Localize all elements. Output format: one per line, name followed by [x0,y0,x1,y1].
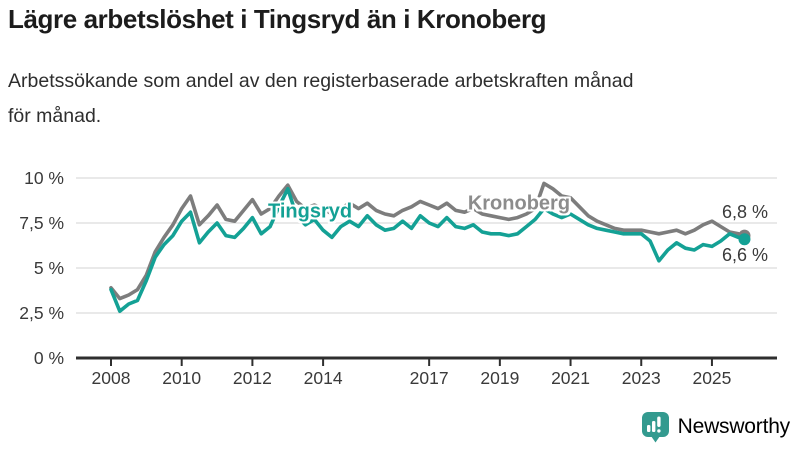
x-axis-tick-label: 2023 [622,368,661,388]
chart-subtitle-line1: Arbetssökande som andel av den registerb… [8,70,634,92]
x-axis-tick-label: 2008 [92,368,131,388]
x-axis-tick-label: 2010 [162,368,201,388]
chart-subtitle: Arbetssökande som andel av den registerb… [8,64,794,134]
series-label-tingsryd: Tingsryd [267,200,353,223]
y-axis-tick-label: 2,5 % [19,303,64,323]
newsworthy-logo-icon [641,412,669,443]
y-axis-tick-label: 0 % [34,348,64,368]
series-label-kronoberg: Kronoberg [467,192,571,215]
x-axis-tick-label: 2019 [480,368,519,388]
end-value-label-tingsryd: 6,6 % [721,245,768,265]
x-axis-tick-label: 2021 [551,368,590,388]
x-axis-tick-label: 2025 [692,368,731,388]
kronoberg-line [109,181,747,301]
tingsryd-line [109,187,747,314]
tingsryd-end-dot [738,233,751,246]
newsworthy-logo: Newsworthy [641,411,790,443]
y-axis-tick-label: 7,5 % [19,213,64,233]
end-value-label-kronoberg: 6,8 % [721,202,768,222]
y-axis-tick-label: 5 % [34,258,64,278]
x-axis-tick-label: 2017 [410,368,449,388]
chart-subtitle-line2: för månad. [8,105,102,127]
y-axis-tick-label: 10 % [24,168,64,188]
x-axis-tick-label: 2012 [233,368,272,388]
chart-title: Lägre arbetslöshet i Tingsryd än i Krono… [8,4,547,34]
x-axis-tick-label: 2014 [304,368,343,388]
newsworthy-logo-text: Newsworthy [677,415,791,438]
